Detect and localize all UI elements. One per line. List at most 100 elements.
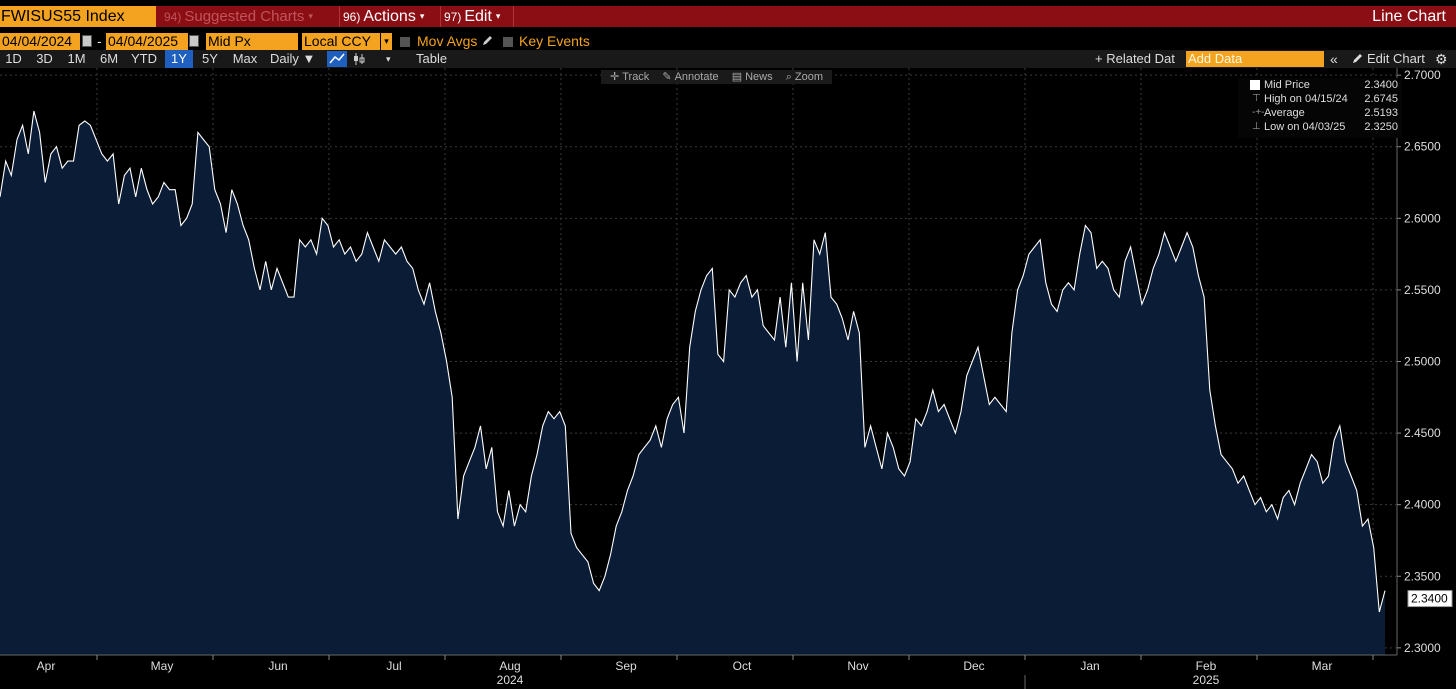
start-date-field[interactable]: 04/04/2024 [0,33,80,50]
edit-chart-button[interactable]: Edit Chart [1367,51,1425,66]
news-tool[interactable]: ▤ News [732,71,773,83]
price-line [0,110,1386,613]
y-tick-label: 2.6500 [1404,140,1441,154]
collapse-icon[interactable]: « [1330,51,1338,67]
y-tick-label: 2.4500 [1404,426,1441,440]
suggested-charts-button[interactable]: 94) Suggested Charts ▾ [160,6,336,27]
year-label: 2024 [497,673,524,687]
mov-avgs-label[interactable]: Mov Avgs [417,33,478,49]
calendar-icon[interactable] [189,35,199,47]
y-tick-label: 2.7000 [1404,68,1441,82]
legend-value: 2.6745 [1364,93,1398,105]
average-marker-icon: -+- [1252,107,1265,118]
track-label: Track [622,71,650,83]
params-bar: 04/04/2024 - 04/04/2025 Mid Px Local CCY… [0,33,1456,50]
pencil-icon[interactable] [481,35,493,47]
price-chart[interactable]: 2.7000 2.6500 2.6000 2.5500 2.5000 2.4500 2.40… [0,68,1456,689]
actions-menu-button[interactable]: 96) Actions ▾ [339,6,436,27]
news-label: News [745,71,773,83]
header-bar: FWISUS55 Index 94) Suggested Charts ▾ 96) A… [0,6,1456,27]
legend-item: -+- Average 2.5193 [1238,106,1402,120]
legend-value: 2.5193 [1364,107,1398,119]
x-tick-label: May [151,659,174,673]
y-tick-label: 2.4000 [1404,498,1441,512]
related-data-button[interactable]: + Related Dat [1095,51,1175,66]
x-tick-label: Nov [847,659,868,673]
line-chart-icon[interactable] [327,51,347,67]
high-marker-icon: ⊤ [1252,93,1261,104]
year-label: 2025 [1193,673,1220,687]
end-date-field[interactable]: 04/04/2025 [106,33,188,50]
magnifier-icon: ⌕ [785,71,792,83]
x-tick-label: Feb [1196,659,1217,673]
x-tick-label: Dec [963,659,984,673]
ticker-field[interactable]: FWISUS55 Index [0,6,156,27]
y-tick-label: 2.6000 [1404,211,1441,225]
suggested-charts-label: Suggested Charts [184,8,305,25]
chevron-down-icon: ▾ [495,11,501,21]
track-tool[interactable]: ✛ Track [610,71,649,83]
edit-label: Edit [464,8,492,25]
annotate-tool[interactable]: ✎ Annotate [662,71,718,83]
annotate-label: Annotate [674,71,719,83]
mov-avgs-checkbox[interactable] [400,37,410,47]
field-selector[interactable]: Mid Px [206,33,298,50]
menu-number: 97) [444,10,462,24]
period-3d[interactable]: 3D [36,51,53,66]
chart-tools-bar: ✛ Track ✎ Annotate ▤ News ⌕ Zoom [601,70,832,84]
legend-label: Low on 04/03/25 [1264,121,1346,133]
period-1d[interactable]: 1D [5,51,22,66]
x-tick-label: Apr [37,659,56,673]
low-marker-icon: ⊥ [1252,121,1261,132]
zoom-tool[interactable]: ⌕ Zoom [786,71,823,83]
period-max[interactable]: Max [232,51,258,66]
chevron-down-icon: ▾ [308,11,313,21]
y-tick-label: 2.3500 [1404,569,1441,583]
period-1m[interactable]: 1M [67,51,86,66]
legend-value: 2.3400 [1364,79,1398,91]
x-tick-label: Jul [386,659,401,673]
chevron-down-icon[interactable]: ▾ [386,54,391,64]
price-area [0,111,1385,655]
period-5y[interactable]: 5Y [202,51,218,66]
frequency-dropdown[interactable]: Daily ▼ [270,51,316,66]
x-tick-label: Oct [733,659,752,673]
date-range-dash: - [97,33,102,49]
chart-type-label: Line Chart [1372,8,1446,25]
y-axis-panel [1397,68,1456,689]
y-tick-label: 2.3000 [1404,641,1441,655]
white-square-icon [1250,80,1260,90]
period-1y[interactable]: 1Y [165,50,193,68]
period-toolbar: 1D 3D 1M 6M YTD 1Y 5Y Max Daily ▼ ▾ Tabl… [0,50,1456,68]
edit-menu-button[interactable]: 97) Edit ▾ [440,6,514,27]
candlestick-icon[interactable] [352,52,366,66]
key-events-label[interactable]: Key Events [519,33,590,49]
x-axis-panel [0,655,1456,689]
key-events-checkbox[interactable] [503,37,513,47]
calendar-icon[interactable] [82,35,92,47]
menu-number: 94) [164,10,182,24]
gear-icon[interactable]: ⚙ [1435,51,1448,67]
x-tick-label: Sep [615,659,637,673]
legend-label: High on 04/15/24 [1264,93,1348,105]
x-tick-label: Jun [268,659,287,673]
crosshair-icon: ✛ [610,71,620,83]
currency-selector[interactable]: Local CCY [302,33,380,50]
zoom-label: Zoom [794,71,823,83]
x-tick-label: Mar [1312,659,1333,673]
legend-item: ⊥ Low on 04/03/25 2.3250 [1238,120,1402,134]
chevron-down-icon[interactable]: ▾ [380,33,392,50]
pencil-icon[interactable] [1351,53,1363,65]
add-data-input[interactable]: Add Data [1186,51,1324,67]
period-ytd[interactable]: YTD [131,51,157,66]
legend-label: Average [1264,107,1305,119]
legend-value: 2.3250 [1364,121,1398,133]
period-6m[interactable]: 6M [99,51,119,66]
menu-number: 96) [343,10,361,24]
chevron-down-icon: ▾ [419,11,425,21]
table-button[interactable]: Table [416,51,448,66]
actions-label: Actions [363,8,416,25]
y-tick-label: 2.5000 [1404,355,1441,369]
legend-item[interactable]: Mid Price 2.3400 [1238,78,1402,92]
last-price-label: 2.3400 [1411,592,1448,606]
